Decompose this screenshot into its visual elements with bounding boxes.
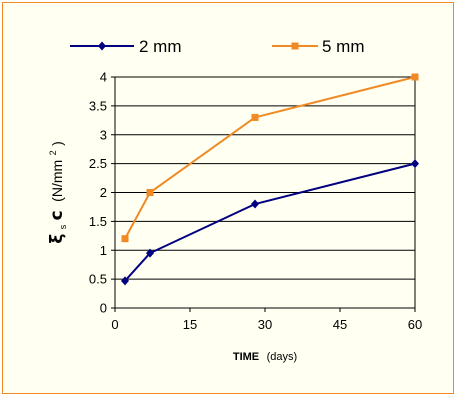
x-tick-label-30: 30 — [258, 317, 272, 332]
y-tick-label-3: 3 — [100, 127, 107, 142]
series-5-mm — [121, 73, 419, 243]
y-axis-label-subscript: s — [58, 224, 68, 229]
legend-label-0: 2 mm — [139, 37, 182, 56]
data-point-2-mm-3 — [411, 159, 419, 169]
legend-item-2-mm: 2 mm — [70, 37, 182, 56]
legend: 2 mm 5 mm — [70, 37, 365, 56]
series-line-5-mm — [124, 76, 416, 240]
series-layer — [121, 73, 419, 286]
x-axis-ticks: 0 15 30 45 60 — [111, 308, 422, 332]
data-point-2-mm-2 — [251, 199, 259, 209]
x-axis-label: TIME (days) — [233, 347, 297, 364]
legend-item-5-mm: 5 mm — [272, 37, 365, 56]
y-tick-label-0.5: 0.5 — [89, 272, 107, 287]
x-tick-label-15: 15 — [183, 317, 197, 332]
data-point-5-mm-3 — [411, 73, 419, 81]
y-tick-label-2.5: 2.5 — [89, 156, 107, 171]
y-axis-label: ξ s c (N/mm 2 ) — [43, 141, 70, 244]
data-point-2-mm-1 — [146, 248, 154, 258]
y-axis-label-letter: c — [47, 210, 67, 220]
legend-marker-0 — [98, 41, 106, 51]
x-tick-label-45: 45 — [333, 317, 347, 332]
legend-marker-1 — [291, 42, 299, 50]
x-tick-label-0: 0 — [111, 317, 118, 332]
y-axis-ticks: 0 0.5 1 1.5 2 2.5 3 3.5 4 — [89, 70, 115, 316]
data-point-5-mm-0 — [121, 235, 129, 243]
y-axis-label-unit-sup: 2 — [48, 150, 58, 155]
data-point-2-mm-0 — [121, 276, 129, 286]
legend-label-1: 5 mm — [322, 37, 365, 56]
y-tick-label-0: 0 — [100, 301, 107, 316]
data-point-5-mm-1 — [146, 189, 154, 196]
x-axis-label-main: TIME — [233, 351, 259, 363]
y-tick-label-3.5: 3.5 — [89, 98, 107, 113]
x-tick-label-60: 60 — [408, 317, 422, 332]
y-tick-label-2: 2 — [100, 185, 107, 200]
data-point-5-mm-2 — [251, 113, 259, 121]
y-tick-label-1.5: 1.5 — [89, 214, 107, 229]
gridlines — [115, 76, 415, 309]
y-axis-label-unit: (N/mm — [49, 160, 65, 202]
y-axis-label-unit-close: ) — [49, 141, 65, 146]
y-tick-label-4: 4 — [100, 70, 107, 85]
x-axis-label-unit: (days) — [267, 351, 298, 363]
series-line-2-mm — [124, 162, 416, 282]
chart-frame — [2, 2, 454, 394]
y-tick-label-1: 1 — [100, 243, 107, 258]
y-axis-label-symbol: ξ — [47, 234, 67, 244]
series-2-mm — [121, 159, 419, 286]
